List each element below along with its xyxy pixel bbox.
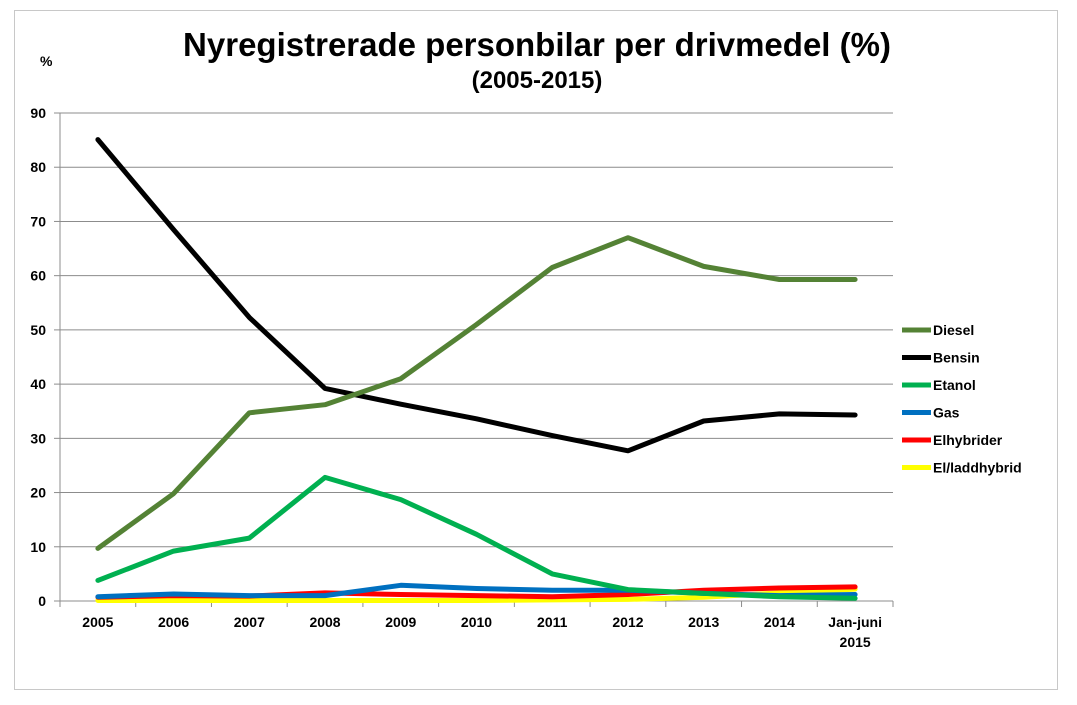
y-axis-unit-label: %	[40, 53, 53, 69]
x-tick-label: 2015	[840, 634, 871, 650]
legend-label-el-laddhybrid: El/laddhybrid	[933, 460, 1022, 476]
legend-label-elhybrider: Elhybrider	[933, 432, 1003, 448]
x-tick-label: 2008	[309, 614, 340, 630]
x-tick-label: 2011	[537, 614, 568, 630]
legend-label-bensin: Bensin	[933, 350, 980, 366]
y-tick-label: 70	[30, 213, 46, 229]
legend-label-etanol: Etanol	[933, 377, 976, 393]
chart-title: Nyregistrerade personbilar per drivmedel…	[183, 26, 891, 63]
y-tick-label: 20	[30, 485, 46, 501]
series-line-etanol	[95, 474, 858, 601]
x-tick-label: 2012	[612, 614, 643, 630]
legend-label-diesel: Diesel	[933, 322, 974, 338]
chart-subtitle: (2005-2015)	[472, 67, 603, 94]
x-tick-label: 2009	[385, 614, 416, 630]
x-tick-label: 2007	[234, 614, 265, 630]
x-tick-label: Jan-juni	[828, 614, 882, 630]
axes: 0 10 20 30 40 50 60 70 80 90 2005 2006 2007 2008 2009 2…	[30, 105, 894, 650]
x-tick-label: 2006	[158, 614, 189, 630]
y-tick-label: 30	[30, 430, 46, 446]
x-tick-label: 2013	[688, 614, 719, 630]
y-tick-label: 40	[30, 376, 46, 392]
y-tick-label: 80	[30, 159, 46, 175]
series-line-bensin	[95, 137, 858, 454]
legend-label-gas: Gas	[933, 405, 960, 421]
y-tick-label: 90	[30, 105, 46, 121]
x-tick-label: 2005	[82, 614, 113, 630]
y-tick-label: 10	[30, 539, 46, 555]
y-tick-label: 60	[30, 268, 46, 284]
series-lines	[95, 137, 858, 603]
y-tick-label: 0	[38, 593, 46, 609]
x-tick-label: 2014	[764, 614, 795, 630]
x-tick-label: 2010	[461, 614, 492, 630]
series-line-diesel	[95, 235, 858, 551]
chart-frame	[14, 10, 1058, 690]
y-tick-label: 50	[30, 322, 46, 338]
legend: Diesel Bensin Etanol Gas Elhybrider El/laddhy…	[902, 322, 1022, 476]
